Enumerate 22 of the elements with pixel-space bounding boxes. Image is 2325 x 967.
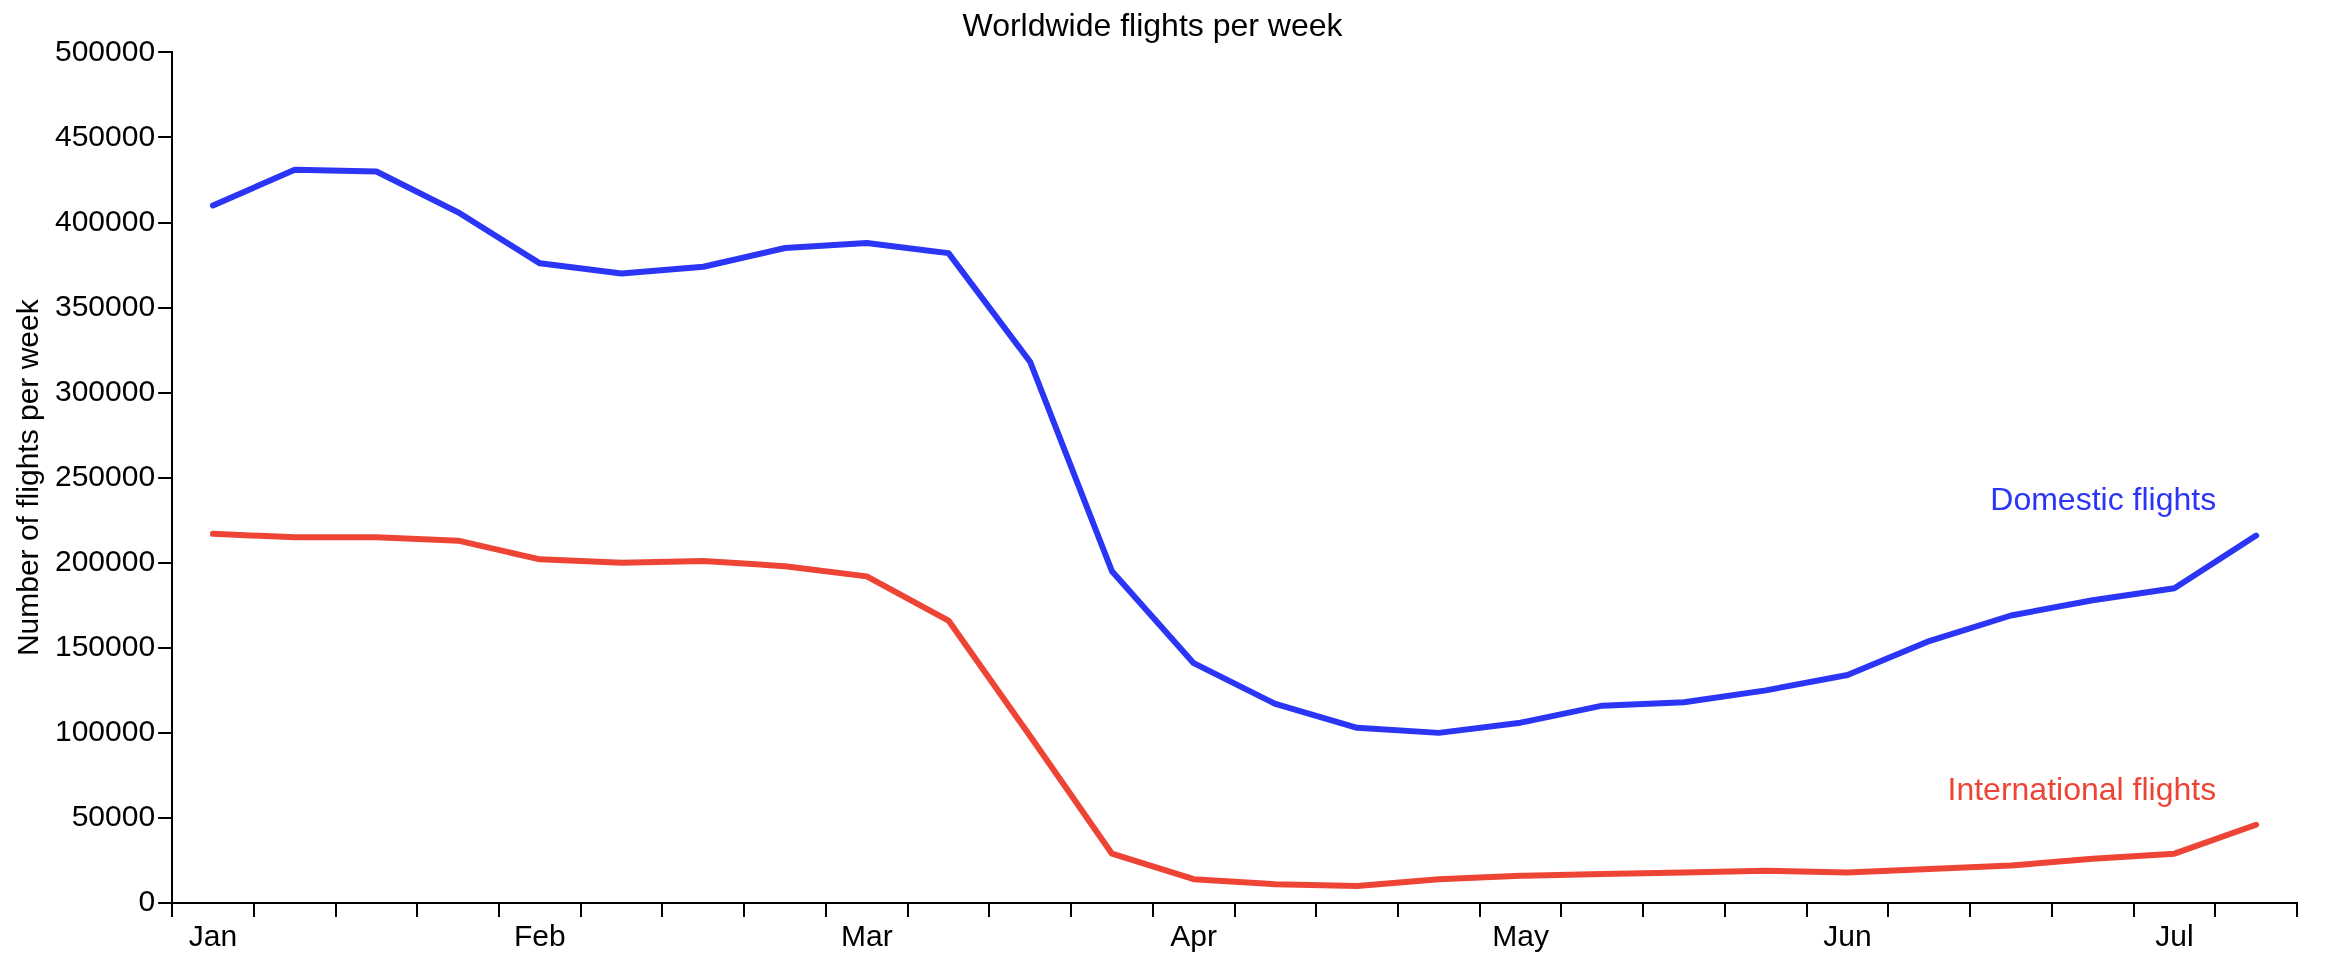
y-tick-label: 350000 [55, 288, 156, 322]
y-tick-label: 450000 [55, 118, 156, 152]
x-tick-label: Jan [188, 919, 238, 953]
y-tick-label: 500000 [55, 33, 156, 67]
y-tick-label: 50000 [71, 799, 156, 833]
x-tick-label: May [1492, 919, 1549, 953]
x-tick-label: Feb [514, 919, 566, 953]
y-tick-label: 100000 [55, 714, 156, 748]
y-tick-label: 150000 [55, 629, 156, 663]
x-tick-label: Apr [1170, 919, 1218, 953]
y-axis-title: Number of flights per week [11, 298, 45, 657]
y-tick-label: 400000 [55, 203, 156, 237]
y-tick-label: 300000 [55, 373, 156, 407]
chart-title: Worldwide flights per week [962, 7, 1344, 44]
series-label: International flights [1947, 770, 2217, 807]
x-tick-label: Jul [2155, 919, 2194, 953]
series-label: Domestic flights [1990, 481, 2217, 518]
y-tick-label: 250000 [55, 458, 156, 492]
x-tick-label: Mar [840, 919, 893, 953]
y-tick-label: 0 [138, 884, 156, 918]
x-tick-label: Jun [1823, 919, 1872, 953]
y-tick-label: 200000 [55, 544, 156, 578]
